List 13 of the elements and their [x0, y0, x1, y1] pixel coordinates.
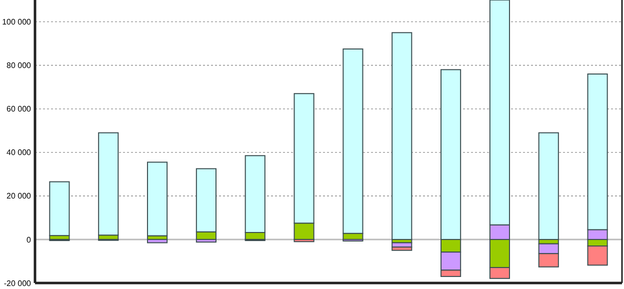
- bar: [49, 181, 70, 236]
- y-tick-label: -20 000: [4, 278, 32, 288]
- y-tick-label: 100 000: [2, 18, 32, 27]
- bar: [147, 162, 168, 236]
- y-tick-label: 60 000: [6, 104, 32, 114]
- bar: [392, 32, 412, 240]
- bar: [147, 238, 168, 244]
- y-tick-label: 80 000: [6, 61, 32, 70]
- y-tick-label: 20 000: [6, 192, 32, 201]
- bar: [98, 132, 119, 236]
- bar: [538, 132, 559, 240]
- y-tick-label: 40 000: [6, 148, 32, 158]
- y-tick-label: 0: [26, 235, 32, 244]
